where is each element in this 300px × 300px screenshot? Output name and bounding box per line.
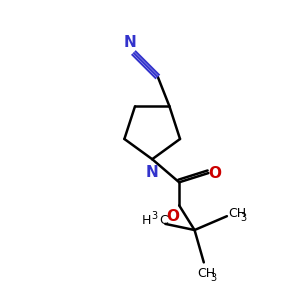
Text: 3: 3 — [210, 273, 216, 283]
Text: N: N — [146, 165, 159, 180]
Text: O: O — [208, 166, 221, 181]
Text: H: H — [142, 214, 152, 227]
Text: 3: 3 — [241, 213, 247, 223]
Text: C: C — [159, 214, 168, 227]
Text: 3: 3 — [152, 211, 158, 221]
Text: CH: CH — [228, 207, 247, 220]
Text: N: N — [123, 35, 136, 50]
Text: CH: CH — [198, 267, 216, 280]
Text: O: O — [167, 209, 179, 224]
